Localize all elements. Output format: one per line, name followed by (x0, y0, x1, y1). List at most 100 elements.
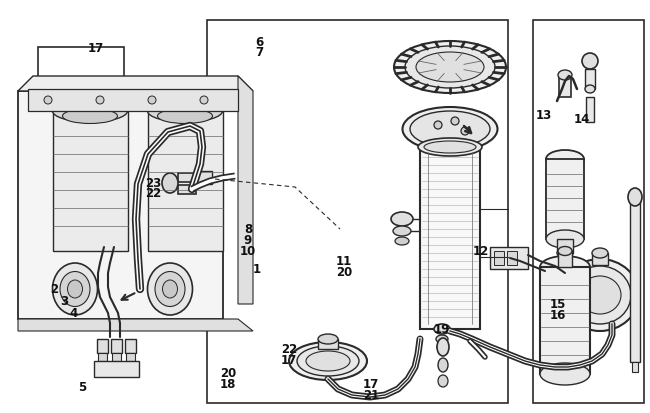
Ellipse shape (395, 237, 409, 245)
Text: 13: 13 (536, 109, 552, 122)
Ellipse shape (318, 334, 338, 344)
Circle shape (582, 54, 598, 70)
Text: 17: 17 (88, 43, 104, 55)
Text: 22: 22 (145, 187, 161, 200)
Polygon shape (18, 319, 253, 331)
Text: 16: 16 (550, 309, 566, 322)
Text: 8: 8 (244, 223, 252, 236)
Text: 12: 12 (473, 245, 489, 258)
Ellipse shape (306, 351, 350, 371)
Ellipse shape (391, 212, 413, 226)
Ellipse shape (438, 375, 448, 387)
Bar (507, 252, 517, 266)
Circle shape (96, 97, 104, 105)
Ellipse shape (148, 101, 222, 123)
Bar (97, 339, 108, 353)
Circle shape (200, 97, 208, 105)
Ellipse shape (410, 112, 490, 147)
Bar (540, 267, 590, 374)
Bar (490, 247, 528, 269)
Text: 9: 9 (244, 234, 252, 247)
Bar (558, 252, 572, 267)
Ellipse shape (289, 342, 367, 380)
Text: 10: 10 (240, 245, 256, 258)
Circle shape (461, 128, 469, 136)
Polygon shape (238, 77, 253, 304)
Ellipse shape (60, 272, 90, 307)
Text: 7: 7 (255, 46, 263, 59)
Ellipse shape (162, 173, 178, 194)
Ellipse shape (148, 263, 192, 315)
Ellipse shape (53, 263, 98, 315)
Bar (98, 353, 107, 361)
Bar (94, 361, 139, 377)
Ellipse shape (546, 151, 584, 169)
Text: 2: 2 (50, 283, 58, 296)
Text: 15: 15 (550, 298, 566, 311)
Ellipse shape (628, 189, 642, 206)
Bar (585, 70, 595, 90)
Bar (38, 47, 124, 171)
Bar (178, 173, 196, 183)
Bar (592, 254, 608, 266)
Text: 20: 20 (220, 367, 236, 380)
Ellipse shape (53, 101, 127, 123)
Text: 1: 1 (253, 263, 261, 276)
Text: 18: 18 (220, 377, 236, 391)
Bar (125, 339, 136, 353)
Bar (494, 252, 504, 266)
Bar (546, 159, 584, 240)
Bar (586, 98, 594, 123)
Text: 17: 17 (363, 377, 379, 391)
Bar (126, 353, 135, 361)
Text: 19: 19 (434, 323, 450, 336)
Text: 21: 21 (363, 389, 379, 401)
Text: 4: 4 (70, 307, 78, 320)
Ellipse shape (393, 226, 411, 236)
Polygon shape (18, 77, 253, 92)
Ellipse shape (402, 108, 497, 152)
Bar (111, 339, 122, 353)
Ellipse shape (546, 230, 584, 248)
Text: 22: 22 (281, 343, 297, 356)
Ellipse shape (162, 280, 177, 298)
Ellipse shape (557, 248, 573, 259)
Ellipse shape (592, 248, 608, 259)
Ellipse shape (157, 109, 213, 124)
Bar (533, 21, 644, 403)
Ellipse shape (569, 266, 631, 324)
Text: 20: 20 (336, 266, 352, 279)
Bar (18, 92, 223, 319)
Ellipse shape (155, 272, 185, 307)
Ellipse shape (558, 247, 572, 256)
Ellipse shape (416, 53, 484, 83)
Text: 11: 11 (336, 255, 352, 268)
Bar (630, 197, 640, 362)
Bar (632, 362, 638, 372)
Circle shape (148, 97, 156, 105)
Ellipse shape (434, 324, 450, 334)
Ellipse shape (62, 109, 118, 124)
Circle shape (451, 118, 459, 126)
Ellipse shape (68, 280, 83, 298)
Ellipse shape (438, 358, 448, 372)
Text: 5: 5 (78, 380, 86, 394)
Ellipse shape (424, 142, 476, 154)
Ellipse shape (540, 363, 590, 385)
Bar (318, 339, 338, 349)
Text: 23: 23 (145, 177, 161, 190)
Ellipse shape (418, 139, 482, 157)
Ellipse shape (585, 86, 595, 94)
Ellipse shape (405, 47, 495, 89)
Bar (53, 112, 128, 252)
Bar (557, 240, 573, 254)
Text: 14: 14 (574, 113, 590, 126)
Ellipse shape (540, 256, 590, 278)
Bar (178, 185, 196, 195)
Ellipse shape (579, 276, 621, 314)
Bar (196, 171, 212, 185)
Text: 17: 17 (281, 354, 297, 367)
Circle shape (44, 97, 52, 105)
Bar (420, 147, 480, 329)
Ellipse shape (436, 335, 448, 343)
